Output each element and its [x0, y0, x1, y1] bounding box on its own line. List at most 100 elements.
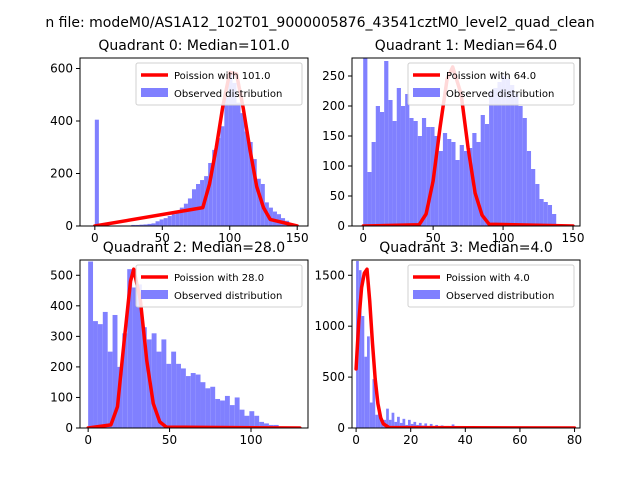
x-tick-label: 60: [512, 433, 527, 447]
histogram-bar: [208, 163, 213, 226]
histogram-bar: [434, 136, 439, 226]
histogram-bar: [239, 409, 245, 428]
legend-bar-swatch: [413, 88, 440, 97]
x-tick-label: 20: [403, 433, 418, 447]
histogram-bar: [220, 126, 225, 226]
x-tick-label: 100: [218, 231, 241, 245]
histogram-bar: [367, 336, 370, 428]
histogram-bar: [112, 314, 118, 428]
y-tick-label: 1500: [314, 268, 345, 282]
histogram-bar: [210, 386, 216, 428]
histogram-bar: [388, 100, 393, 226]
y-tick-label: 100: [50, 390, 73, 404]
histogram-bar: [361, 316, 365, 428]
histogram-bar: [396, 88, 401, 226]
y-tick-label: 600: [50, 62, 73, 76]
histogram-bar: [179, 207, 184, 226]
x-tick-label: 150: [562, 231, 585, 245]
x-tick-label: 50: [155, 231, 170, 245]
histogram-bar: [371, 142, 376, 226]
histogram-bar: [163, 218, 168, 226]
histogram-bar: [367, 172, 372, 226]
legend: Poission with 4.0 Observed distribution: [407, 264, 575, 308]
legend: Poission with 64.0 Observed distribution: [407, 62, 575, 106]
histogram-bar: [155, 221, 160, 226]
histogram-bar: [220, 400, 225, 428]
y-tick-label: 300: [50, 329, 73, 343]
x-tick-label: 100: [492, 231, 515, 245]
histogram-bar: [195, 374, 201, 428]
histogram-bar: [93, 321, 98, 428]
legend-label: Poission with 101.0: [174, 71, 270, 82]
x-tick-label: 0: [359, 231, 367, 245]
chart-panel-3: 0 20 40 60 80 0 500 1000 1500 Quadrant 3: Median=…: [314, 240, 582, 447]
histogram-bar: [176, 363, 181, 428]
y-tick-label: 200: [50, 360, 73, 374]
histogram-bar: [183, 203, 188, 226]
histogram-bar: [543, 202, 548, 226]
histogram-bar: [171, 214, 176, 226]
y-tick-label: 1000: [314, 319, 345, 333]
histogram-bar: [514, 94, 519, 226]
histogram-bar: [394, 421, 398, 428]
histogram-bar: [139, 224, 144, 226]
histogram-bar: [363, 58, 368, 226]
histogram-bar: [175, 211, 180, 226]
histogram-bar: [264, 423, 269, 428]
plot-area: [354, 261, 577, 428]
y-tick-label: 400: [50, 114, 73, 128]
histogram-bar: [127, 269, 133, 428]
x-tick-label: 0: [91, 231, 99, 245]
histogram-bar: [107, 351, 113, 428]
histogram-bar: [268, 207, 273, 226]
histogram-bar: [187, 198, 192, 226]
histogram-bar: [151, 223, 156, 226]
x-tick-label: 50: [162, 433, 177, 447]
histogram-bar: [151, 333, 157, 428]
histogram-bar: [426, 127, 431, 226]
y-tick-label: 0: [337, 421, 345, 435]
chart-panel-1: 0 50 100 150 0 50 100 150 200 250 Quadrant 1: Medi…: [322, 38, 584, 245]
histogram-bar: [196, 184, 201, 226]
x-tick-label: 100: [240, 433, 263, 447]
histogram-bar: [392, 121, 397, 226]
histogram-bar: [137, 284, 142, 428]
x-tick-label: 0: [352, 433, 360, 447]
histogram-bar: [131, 224, 136, 226]
x-tick-label: 0: [84, 433, 92, 447]
legend-box: [135, 264, 303, 308]
legend-label: Observed distribution: [174, 291, 282, 302]
histogram-bar: [122, 333, 128, 428]
histogram-bar: [254, 415, 260, 428]
histogram-bar: [228, 73, 233, 226]
legend-label: Observed distribution: [174, 89, 282, 100]
legend-label: Poission with 28.0: [174, 273, 264, 284]
histogram-bar: [526, 151, 532, 226]
axes-frame: [351, 57, 581, 227]
y-tick-label: 0: [337, 219, 345, 233]
histogram-bar: [407, 419, 411, 428]
histogram-bar: [413, 121, 418, 226]
histogram-bar: [547, 205, 553, 226]
histogram-bar: [143, 224, 148, 226]
legend-box: [407, 62, 575, 106]
histogram-bar: [375, 106, 380, 226]
legend: Poission with 28.0 Observed distribution: [135, 264, 303, 308]
histogram-bar: [518, 106, 523, 226]
histogram-bar: [384, 61, 389, 226]
histogram-bar: [535, 184, 540, 226]
histogram-bar: [141, 327, 147, 428]
histogram-bar: [180, 368, 186, 428]
histogram-bar: [531, 169, 536, 226]
axes-frame: [351, 259, 581, 429]
y-tick-label: 150: [322, 129, 345, 143]
histogram-bar: [249, 411, 255, 428]
histogram-bar: [455, 160, 460, 226]
histogram-bar: [463, 151, 469, 226]
chart-title: Quadrant 2: Median=28.0: [103, 240, 285, 256]
poisson-curve: [354, 267, 577, 428]
histogram-bar: [484, 124, 490, 226]
histogram-bar: [224, 97, 229, 226]
histogram-bar: [252, 159, 257, 226]
